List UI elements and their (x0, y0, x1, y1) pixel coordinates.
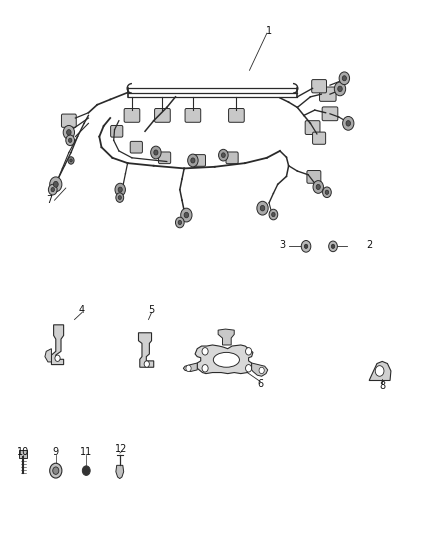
Circle shape (304, 244, 308, 248)
Circle shape (272, 213, 275, 216)
Circle shape (334, 82, 346, 96)
FancyBboxPatch shape (130, 141, 142, 153)
Circle shape (55, 355, 60, 361)
Polygon shape (45, 349, 51, 362)
Circle shape (48, 184, 57, 195)
Text: 2: 2 (366, 240, 372, 251)
Polygon shape (184, 363, 197, 372)
Polygon shape (218, 329, 234, 345)
Circle shape (269, 209, 278, 220)
Text: 12: 12 (115, 445, 127, 455)
Polygon shape (51, 325, 64, 365)
FancyBboxPatch shape (124, 109, 140, 122)
Circle shape (144, 361, 149, 367)
Circle shape (70, 159, 72, 162)
Circle shape (184, 212, 189, 218)
Polygon shape (195, 345, 253, 374)
Circle shape (202, 348, 208, 355)
Circle shape (187, 154, 198, 167)
Circle shape (246, 348, 252, 355)
Text: 8: 8 (379, 381, 385, 391)
FancyBboxPatch shape (185, 109, 201, 122)
Text: 11: 11 (80, 447, 92, 457)
Circle shape (260, 205, 265, 211)
Circle shape (151, 146, 161, 159)
FancyBboxPatch shape (312, 79, 326, 93)
Text: 6: 6 (257, 379, 263, 389)
Circle shape (328, 241, 337, 252)
Text: 5: 5 (148, 305, 155, 315)
FancyBboxPatch shape (305, 120, 320, 134)
Polygon shape (116, 465, 124, 479)
Circle shape (63, 125, 74, 139)
Text: 10: 10 (17, 447, 29, 457)
Circle shape (53, 181, 58, 187)
FancyBboxPatch shape (226, 152, 238, 164)
Circle shape (322, 187, 331, 198)
FancyBboxPatch shape (61, 114, 76, 127)
Circle shape (186, 365, 191, 372)
Circle shape (259, 367, 264, 374)
Text: 3: 3 (279, 240, 285, 251)
Circle shape (176, 217, 184, 228)
Circle shape (331, 244, 335, 248)
Circle shape (257, 201, 268, 215)
Circle shape (342, 76, 346, 81)
Text: 9: 9 (53, 447, 59, 457)
Polygon shape (369, 361, 391, 381)
Circle shape (82, 466, 90, 475)
Circle shape (154, 150, 158, 155)
Circle shape (375, 366, 384, 376)
Circle shape (346, 120, 350, 126)
Circle shape (53, 467, 59, 474)
Polygon shape (252, 363, 268, 376)
Text: 4: 4 (79, 305, 85, 315)
FancyBboxPatch shape (193, 155, 205, 166)
Circle shape (68, 138, 72, 142)
Ellipse shape (213, 352, 240, 367)
Circle shape (118, 187, 122, 192)
Circle shape (116, 193, 124, 203)
Circle shape (222, 153, 225, 157)
FancyBboxPatch shape (320, 87, 336, 101)
Circle shape (191, 158, 195, 163)
Circle shape (49, 177, 62, 192)
Circle shape (339, 72, 350, 85)
Circle shape (49, 463, 62, 478)
Text: 7: 7 (46, 195, 53, 205)
Text: 1: 1 (266, 26, 272, 36)
Circle shape (178, 220, 182, 224)
FancyBboxPatch shape (19, 450, 27, 458)
FancyBboxPatch shape (159, 152, 171, 164)
FancyBboxPatch shape (322, 107, 338, 120)
Circle shape (313, 181, 323, 193)
Circle shape (68, 157, 74, 164)
Circle shape (66, 135, 74, 146)
Circle shape (115, 183, 125, 196)
Circle shape (246, 365, 252, 372)
Circle shape (301, 240, 311, 252)
FancyBboxPatch shape (155, 109, 170, 122)
Circle shape (343, 116, 354, 130)
FancyBboxPatch shape (307, 171, 321, 183)
FancyBboxPatch shape (313, 132, 325, 144)
Circle shape (219, 149, 228, 161)
Circle shape (325, 190, 328, 195)
Circle shape (338, 86, 342, 92)
FancyBboxPatch shape (111, 125, 123, 137)
Polygon shape (138, 333, 154, 367)
Circle shape (202, 365, 208, 372)
Circle shape (118, 196, 121, 199)
Circle shape (181, 208, 192, 222)
Circle shape (316, 184, 320, 190)
Circle shape (51, 188, 54, 192)
Circle shape (67, 130, 71, 135)
FancyBboxPatch shape (229, 109, 244, 122)
